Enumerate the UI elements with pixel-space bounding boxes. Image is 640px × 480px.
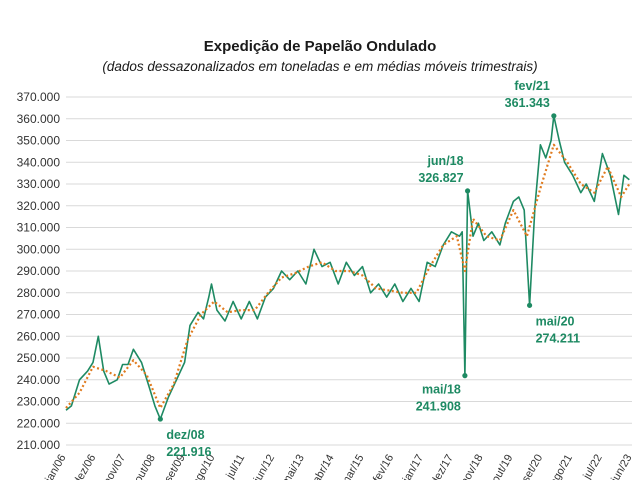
x-tick-label: out/19 (490, 453, 516, 480)
annotation-marker (157, 416, 163, 422)
x-tick-label: dez/06 (71, 453, 98, 480)
annotation-marker (526, 302, 533, 308)
annotation-marker (462, 373, 468, 379)
y-tick-label: 220.000 (17, 416, 61, 430)
annotation-date-label: fev/21 (514, 79, 549, 93)
annotation-value-label: 274.211 (536, 331, 581, 345)
y-tick-label: 230.000 (17, 395, 61, 409)
y-tick-label: 260.000 (17, 329, 61, 343)
x-tick-label: jan/06 (43, 453, 69, 480)
y-tick-label: 290.000 (17, 264, 61, 278)
annotation-markers (157, 113, 557, 422)
annotation-value-label: 241.908 (416, 400, 461, 414)
chart-title: Expedição de Papelão Ondulado (203, 38, 437, 55)
y-tick-label: 360.000 (17, 112, 61, 126)
y-tick-label: 300.000 (17, 242, 61, 256)
x-tick-label: mai/13 (280, 453, 307, 480)
x-tick-label: jul/11 (224, 453, 248, 480)
x-tick-label: out/08 (132, 453, 158, 480)
y-tick-label: 350.000 (17, 134, 61, 148)
x-axis-ticks: jan/06 dez/06 nov/07 out/08 set/09 ago/10 jul/… (43, 452, 635, 480)
annotation-date-label: mai/20 (536, 314, 575, 328)
chart-subtitle: (dados dessazonalizados em toneladas e e… (102, 59, 538, 74)
x-tick-label: mar/15 (339, 453, 367, 480)
x-tick-label: fev/16 (371, 453, 396, 480)
y-tick-label: 240.000 (17, 373, 61, 387)
x-tick-label: ago/21 (548, 453, 575, 480)
annotation-marker (464, 188, 471, 194)
annotation-date-label: dez/08 (166, 428, 204, 442)
x-tick-label: abr/14 (311, 453, 337, 480)
y-tick-label: 250.000 (17, 351, 61, 365)
annotation-date-label: jun/18 (426, 154, 463, 168)
x-tick-label: nov/18 (459, 452, 486, 480)
y-tick-label: 330.000 (17, 177, 61, 191)
annotation-value-label: 221.916 (166, 445, 211, 459)
annotation-value-label: 361.343 (505, 96, 550, 110)
y-tick-label: 210.000 (17, 438, 61, 452)
grid-lines (66, 96, 632, 446)
annotation-value-label: 326.827 (418, 171, 463, 185)
y-tick-label: 310.000 (17, 221, 61, 235)
x-tick-label: dez/17 (429, 453, 456, 480)
x-tick-label: nov/07 (101, 453, 128, 480)
y-axis-ticks: 210.000 220.000 230.000 240.000 250.000 260.0… (17, 90, 61, 452)
x-tick-label: jul/22 (581, 453, 605, 480)
y-tick-label: 280.000 (17, 286, 61, 300)
x-tick-label: set/20 (520, 453, 545, 480)
moving-average-line (65, 143, 631, 410)
annotation-date-label: mai/18 (422, 383, 461, 397)
series-line (65, 115, 630, 420)
x-tick-label: jan/17 (400, 453, 426, 480)
series-lines (65, 115, 631, 420)
annotation-labels: dez/08 221.916 jun/18 326.827 mai/18 241.908 f… (166, 79, 580, 459)
y-tick-label: 370.000 (17, 90, 61, 104)
x-tick-label: jun/23 (609, 453, 635, 480)
y-tick-label: 270.000 (17, 308, 61, 322)
x-tick-label: jun/12 (251, 453, 277, 480)
y-tick-label: 320.000 (17, 199, 61, 213)
annotation-marker (551, 113, 557, 119)
y-tick-label: 340.000 (17, 155, 61, 169)
